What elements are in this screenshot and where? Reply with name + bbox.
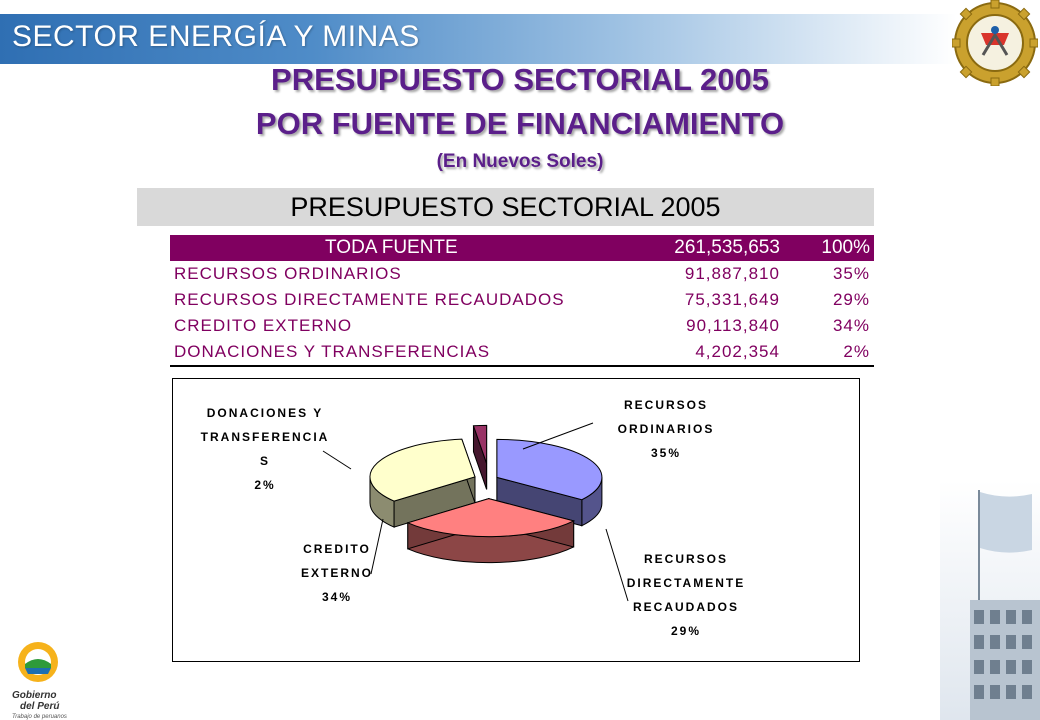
svg-text:Gobierno: Gobierno — [12, 690, 56, 701]
pie-label-ce: CREDITO EXTERNO 34% — [301, 518, 384, 604]
pie-chart-frame: RECURSOS ORDINARIOS 35% RECURSOS DIRECTAMENT… — [172, 378, 860, 662]
pie-label-line: 35% — [651, 446, 681, 460]
pie-slices — [369, 424, 603, 564]
table-row: RECURSOS DIRECTAMENTE RECAUDADOS 75,331,… — [170, 287, 874, 313]
pie-label-line: 2% — [254, 478, 275, 492]
row-amount: 91,887,810 — [684, 264, 780, 283]
main-title-line1: PRESUPUESTO SECTORIAL 2005 — [271, 62, 769, 97]
pie-label-line: RECURSOS — [624, 398, 708, 412]
pie-label-line: DONACIONES Y — [207, 406, 323, 420]
pie-leader-line — [522, 422, 594, 450]
pie-label-line: DIRECTAMENTE — [627, 576, 745, 590]
pie-leader-line — [605, 528, 629, 602]
row-amount: 90,113,840 — [686, 316, 780, 335]
table-row: CREDITO EXTERNO 90,113,840 34% — [170, 313, 874, 339]
table-row: RECURSOS ORDINARIOS 91,887,810 35% — [170, 261, 874, 287]
pie-label-dt: DONACIONES Y TRANSFERENCIA S 2% — [201, 406, 352, 492]
ministry-emblem-icon — [952, 0, 1038, 86]
row-pct: 29% — [832, 290, 870, 309]
pie-label-line: ORDINARIOS — [618, 422, 715, 436]
total-amount: 261,535,653 — [612, 235, 784, 261]
row-label: RECURSOS ORDINARIOS — [174, 264, 402, 283]
pie-slice-recursos-directamente-recaudados — [406, 498, 576, 538]
row-amount: 75,331,649 — [684, 290, 780, 309]
pie-leader-line — [322, 450, 352, 470]
pie-leader-line — [370, 518, 384, 575]
table-title: PRESUPUESTO SECTORIAL 2005 — [290, 192, 721, 222]
pie-slice-recursos-ordinarios — [496, 438, 603, 501]
table-row: DONACIONES Y TRANSFERENCIAS 4,202,354 2% — [170, 339, 874, 367]
row-pct: 2% — [783, 339, 874, 367]
gobierno-peru-logo-icon: Gobierno del Perú Trabajo de peruanos — [12, 642, 67, 720]
row-amount: 4,202,354 — [612, 339, 784, 367]
row-pct: 34% — [832, 316, 870, 335]
header-band — [0, 14, 1040, 64]
pie-label-line: RECAUDADOS — [633, 600, 739, 614]
pie-label-line: 29% — [671, 624, 701, 638]
pie-label-line: CREDITO — [303, 542, 371, 556]
pie-label-line: S — [260, 454, 270, 468]
row-label: CREDITO EXTERNO — [174, 316, 353, 335]
pie-label-line: 34% — [322, 590, 352, 604]
table-title-bar: PRESUPUESTO SECTORIAL 2005 — [137, 188, 874, 226]
row-label: DONACIONES Y TRANSFERENCIAS — [170, 339, 613, 367]
pie-label-rdr: RECURSOS DIRECTAMENTE RECAUDADOS 29% — [605, 528, 745, 638]
table-header-row: TODA FUENTE 261,535,653 100% — [170, 235, 874, 261]
ministry-building-photo — [940, 480, 1040, 720]
budget-table: TODA FUENTE 261,535,653 100% RECURSOS OR… — [170, 235, 874, 367]
total-label: TODA FUENTE — [170, 235, 613, 261]
pie-label-line: TRANSFERENCIA — [201, 430, 330, 444]
row-pct: 35% — [832, 264, 870, 283]
pie-slice-donaciones-transferencias — [472, 424, 488, 464]
svg-text:Trabajo de peruanos: Trabajo de peruanos — [12, 714, 67, 720]
pie-label-ro: RECURSOS ORDINARIOS 35% — [522, 398, 715, 460]
sector-title: SECTOR ENERGÍA Y MINAS — [12, 20, 420, 53]
pie-slice-credito-externo — [369, 438, 476, 502]
pie-label-line: RECURSOS — [644, 552, 728, 566]
total-pct: 100% — [783, 235, 874, 261]
row-label: RECURSOS DIRECTAMENTE RECAUDADOS — [174, 290, 565, 309]
svg-text:del Perú: del Perú — [20, 701, 59, 712]
main-title-line2: POR FUENTE DE FINANCIAMIENTO — [255, 106, 785, 141]
pie-chart: RECURSOS ORDINARIOS 35% RECURSOS DIRECTAMENT… — [201, 398, 745, 638]
pie-label-line: EXTERNO — [301, 566, 373, 580]
main-title-units: (En Nuevos Soles) — [436, 151, 604, 172]
